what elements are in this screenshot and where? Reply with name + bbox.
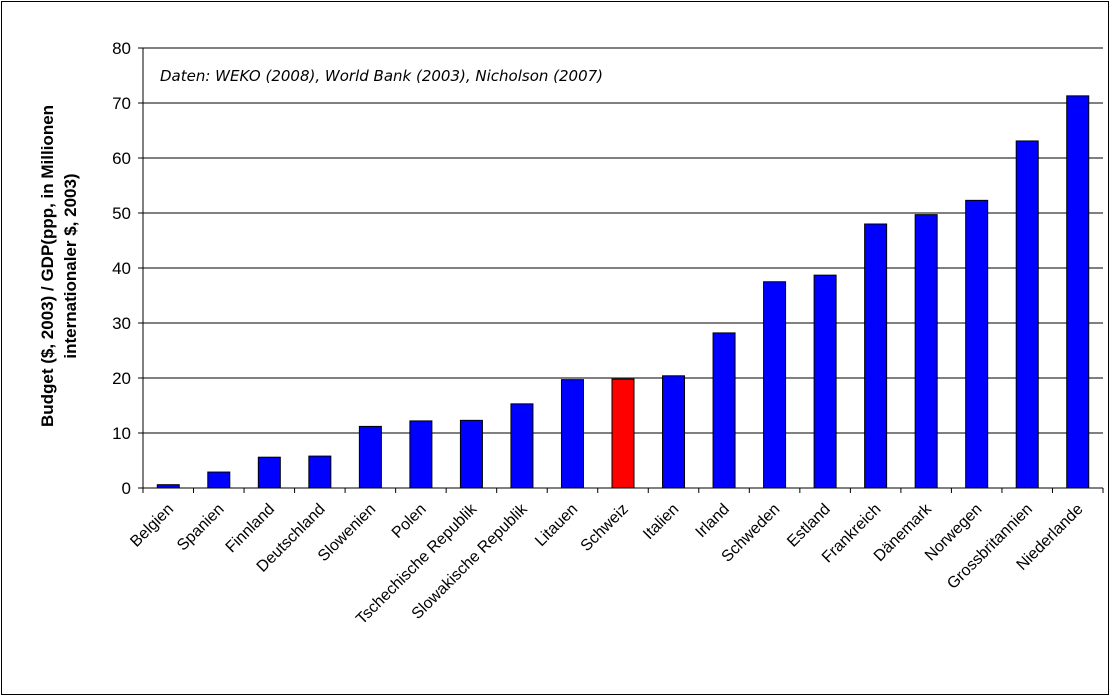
bar-tschechische-republik <box>459 419 483 489</box>
x-tick-label: Polen <box>389 501 430 542</box>
x-tick-label: Italien <box>640 501 682 543</box>
y-tick-label: 80 <box>112 39 131 58</box>
y-tick-label: 70 <box>112 94 131 113</box>
bar-schweiz <box>611 378 635 489</box>
y-axis-title-line2: internationaler $, 2003) <box>61 173 80 358</box>
y-tick-label: 50 <box>112 204 131 223</box>
bar-dänemark <box>914 214 938 489</box>
x-tick-label: Grossbritannien <box>944 501 1036 593</box>
y-tick-label: 0 <box>122 479 131 498</box>
bar-italien <box>662 375 686 489</box>
bar-niederlande <box>1066 95 1090 489</box>
x-tick-label: Spanien <box>174 501 228 555</box>
y-tick-label: 30 <box>112 314 131 333</box>
x-tick-label: Irland <box>693 501 733 541</box>
bar-slowakische-republik <box>510 403 534 489</box>
bar-finnland <box>257 456 281 489</box>
y-tick-label: 20 <box>112 369 131 388</box>
x-tick-labels: BelgienSpanienFinnlandDeutschlandSloweni… <box>127 488 1104 628</box>
y-tick-labels: 0 10 20 30 40 50 60 70 80 <box>112 39 143 498</box>
bar-slowenien <box>358 425 382 489</box>
y-tick-label: 10 <box>112 424 131 443</box>
x-tick-label: Estland <box>784 501 834 551</box>
bar-polen <box>409 420 433 489</box>
y-axis-title-line1: Budget ($, 2003) / GDP(ppp, in Millionen <box>38 105 57 427</box>
bar-schweden <box>763 281 787 489</box>
bar-estland <box>813 274 837 489</box>
bars <box>156 95 1090 489</box>
x-tick-label: Belgien <box>127 501 177 551</box>
bar-grossbritannien <box>1015 140 1039 489</box>
bar-norwegen <box>965 199 989 489</box>
bar-litauen <box>560 379 584 489</box>
bar-deutschland <box>308 455 332 489</box>
data-source-annotation: Daten: WEKO (2008), World Bank (2003), N… <box>160 67 603 85</box>
x-tick-label: Litauen <box>532 501 581 550</box>
bar-frankreich <box>864 223 888 489</box>
y-tick-label: 40 <box>112 259 131 278</box>
bar-spanien <box>207 471 231 489</box>
y-tick-label: 60 <box>112 149 131 168</box>
bar-irland <box>712 332 736 489</box>
x-tick-label: Schweiz <box>578 501 632 555</box>
gridlines <box>143 47 1103 434</box>
